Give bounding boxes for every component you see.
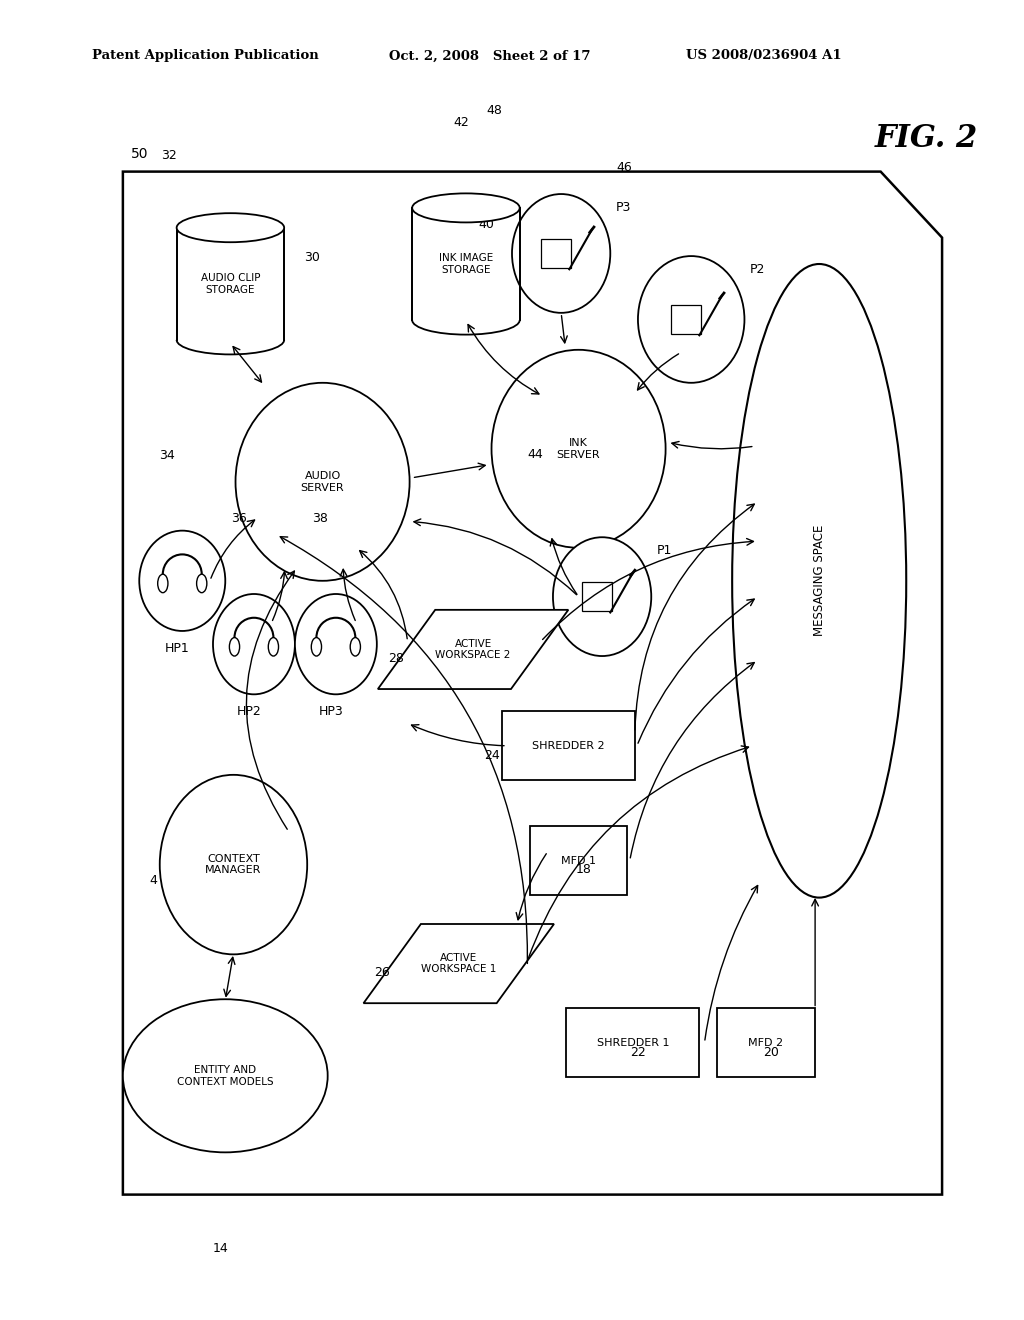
Text: 42: 42 xyxy=(453,116,469,128)
Ellipse shape xyxy=(512,194,610,313)
Text: P1: P1 xyxy=(656,544,672,557)
Ellipse shape xyxy=(350,638,360,656)
Text: MFD 2: MFD 2 xyxy=(749,1038,783,1048)
Ellipse shape xyxy=(160,775,307,954)
Text: 50: 50 xyxy=(131,147,148,161)
Text: Oct. 2, 2008   Sheet 2 of 17: Oct. 2, 2008 Sheet 2 of 17 xyxy=(389,49,591,62)
Text: ACTIVE
WORKSPACE 1: ACTIVE WORKSPACE 1 xyxy=(421,953,497,974)
Ellipse shape xyxy=(295,594,377,694)
Text: 36: 36 xyxy=(230,512,247,525)
Bar xyxy=(582,582,612,611)
Text: SHREDDER 1: SHREDDER 1 xyxy=(597,1038,669,1048)
Ellipse shape xyxy=(176,214,285,243)
Text: AUDIO
SERVER: AUDIO SERVER xyxy=(301,471,344,492)
Ellipse shape xyxy=(732,264,906,898)
Text: 38: 38 xyxy=(312,512,329,525)
Text: P3: P3 xyxy=(615,201,631,214)
Text: SHREDDER 2: SHREDDER 2 xyxy=(532,741,604,751)
Text: MFD 1: MFD 1 xyxy=(561,855,596,866)
Text: 24: 24 xyxy=(483,748,500,762)
Ellipse shape xyxy=(213,594,295,694)
Bar xyxy=(671,305,701,334)
Text: INK
SERVER: INK SERVER xyxy=(557,438,600,459)
Bar xyxy=(502,711,635,780)
Text: ACTIVE
WORKSPACE 2: ACTIVE WORKSPACE 2 xyxy=(435,639,511,660)
Text: US 2008/0236904 A1: US 2008/0236904 A1 xyxy=(686,49,842,62)
Text: AUDIO CLIP
STORAGE: AUDIO CLIP STORAGE xyxy=(201,273,260,294)
Ellipse shape xyxy=(139,531,225,631)
Polygon shape xyxy=(364,924,554,1003)
Text: HP1: HP1 xyxy=(165,642,189,655)
Text: Patent Application Publication: Patent Application Publication xyxy=(92,49,318,62)
Bar xyxy=(530,826,627,895)
Text: 28: 28 xyxy=(388,652,404,665)
Bar xyxy=(412,207,520,319)
Text: 26: 26 xyxy=(374,966,390,979)
Text: 34: 34 xyxy=(159,449,175,462)
Text: 46: 46 xyxy=(616,161,633,174)
Bar xyxy=(717,1008,815,1077)
Text: HP2: HP2 xyxy=(237,705,261,718)
Text: MESSAGING SPACE: MESSAGING SPACE xyxy=(813,525,825,636)
Text: FIG. 2: FIG. 2 xyxy=(876,123,978,154)
Ellipse shape xyxy=(229,638,240,656)
Text: 40: 40 xyxy=(478,218,495,231)
Ellipse shape xyxy=(158,574,168,593)
Bar xyxy=(177,227,285,339)
Ellipse shape xyxy=(553,537,651,656)
Text: INK IMAGE
STORAGE: INK IMAGE STORAGE xyxy=(439,253,493,275)
Text: 48: 48 xyxy=(486,104,503,117)
Ellipse shape xyxy=(638,256,744,383)
Text: 20: 20 xyxy=(763,1045,779,1059)
Text: ENTITY AND
CONTEXT MODELS: ENTITY AND CONTEXT MODELS xyxy=(177,1065,273,1086)
Text: HP3: HP3 xyxy=(318,705,343,718)
Text: 4: 4 xyxy=(150,874,158,887)
Ellipse shape xyxy=(412,193,520,222)
Text: P2: P2 xyxy=(750,263,765,276)
Text: 22: 22 xyxy=(630,1045,646,1059)
Text: 14: 14 xyxy=(212,1242,228,1255)
Text: CONTEXT
MANAGER: CONTEXT MANAGER xyxy=(205,854,262,875)
Ellipse shape xyxy=(236,383,410,581)
Text: 44: 44 xyxy=(527,447,544,461)
Polygon shape xyxy=(123,172,942,1195)
Ellipse shape xyxy=(492,350,666,548)
Text: 18: 18 xyxy=(575,863,592,876)
Polygon shape xyxy=(378,610,568,689)
Bar xyxy=(566,1008,699,1077)
Ellipse shape xyxy=(311,638,322,656)
Text: 32: 32 xyxy=(161,149,177,161)
Ellipse shape xyxy=(197,574,207,593)
Ellipse shape xyxy=(268,638,279,656)
Ellipse shape xyxy=(123,999,328,1152)
Bar xyxy=(541,239,571,268)
Text: 30: 30 xyxy=(304,251,321,264)
